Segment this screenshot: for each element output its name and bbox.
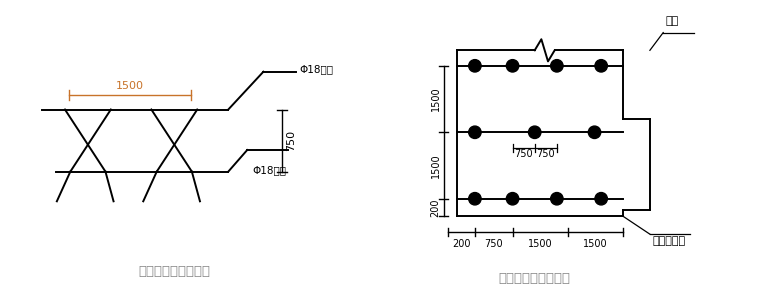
- Text: 1500: 1500: [584, 238, 608, 249]
- Text: 马凳平面布置示意图: 马凳平面布置示意图: [499, 272, 571, 285]
- Text: 1500: 1500: [431, 87, 441, 111]
- Text: 马凳加工形状示意图: 马凳加工形状示意图: [138, 265, 211, 278]
- Text: 200: 200: [452, 238, 471, 249]
- Circle shape: [595, 60, 607, 72]
- Circle shape: [469, 126, 481, 139]
- Text: 1500: 1500: [528, 238, 553, 249]
- Text: 750: 750: [484, 238, 503, 249]
- Text: 750: 750: [515, 149, 533, 159]
- Text: 750: 750: [537, 149, 555, 159]
- Circle shape: [506, 193, 519, 205]
- Text: 基础外边线: 基础外边线: [652, 236, 686, 246]
- Text: Φ18钢筋: Φ18钢筋: [300, 64, 334, 74]
- Circle shape: [595, 193, 607, 205]
- Text: 支点: 支点: [666, 16, 679, 26]
- Circle shape: [528, 126, 541, 139]
- Circle shape: [551, 193, 563, 205]
- Circle shape: [551, 60, 563, 72]
- Circle shape: [469, 193, 481, 205]
- Text: 200: 200: [431, 198, 441, 217]
- Text: 1500: 1500: [431, 153, 441, 178]
- Text: 1500: 1500: [116, 81, 144, 92]
- Text: Φ18钢筋: Φ18钢筋: [252, 165, 287, 175]
- Circle shape: [506, 60, 519, 72]
- Text: 750: 750: [287, 130, 296, 151]
- Circle shape: [469, 60, 481, 72]
- Circle shape: [588, 126, 600, 139]
